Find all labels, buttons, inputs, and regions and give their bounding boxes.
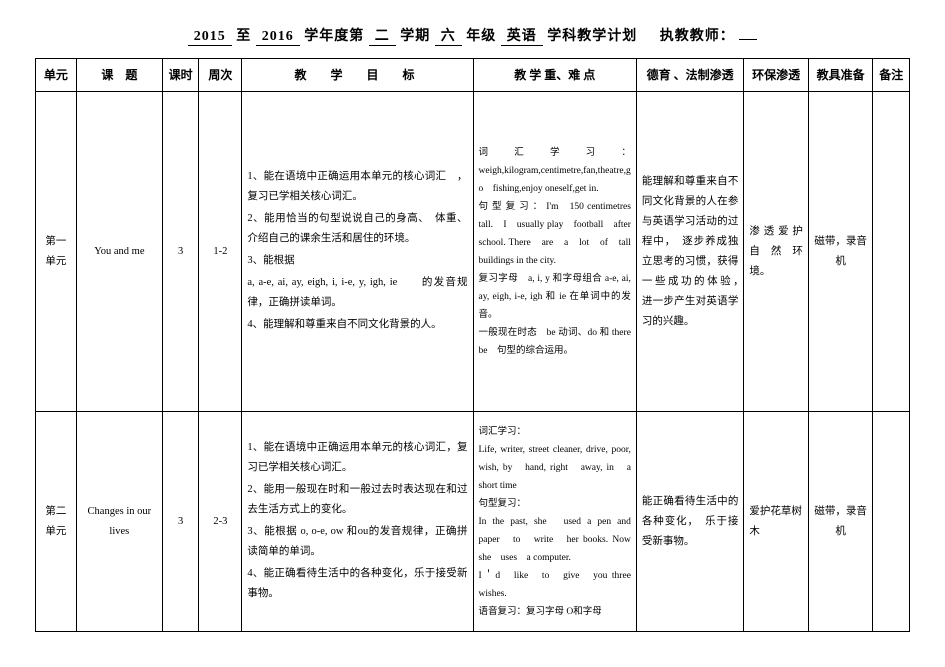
cell-note xyxy=(873,92,910,412)
lbl-plan-4: 学科教学计划 xyxy=(547,29,637,44)
cell-objectives: 1、能在语境中正确运用本单元的核心词汇，复习已学相关核心词汇。 2、能用一般现在… xyxy=(242,412,473,632)
cell-hours: 3 xyxy=(162,92,199,412)
obj-item: 3、能根据 xyxy=(247,251,467,271)
obj-item: 1、能在语境中正确运用本单元的核心词汇，复习已学相关核心词汇。 xyxy=(247,438,467,478)
cell-tools: 磁带，录音机 xyxy=(808,92,873,412)
cell-env: 渗 透 爱 护自 然 环境。 xyxy=(744,92,809,412)
cell-unit: 第一单元 xyxy=(36,92,77,412)
lbl-to: 至 xyxy=(236,29,251,44)
cell-moral: 能理解和尊重来自不同文化背景的人在参与英语学习活动的过程中， 逐步养成独立思考的… xyxy=(636,92,744,412)
obj-item: 1、能在语境中正确运用本单元的核心词汇 ，复习已学相关核心词汇。 xyxy=(247,167,467,207)
cell-tools: 磁带，录音机 xyxy=(808,412,873,632)
hdr-env: 环保渗透 xyxy=(744,59,809,92)
cell-env: 爱护花草树木 xyxy=(744,412,809,632)
cell-topic: Changes in our lives xyxy=(76,412,162,632)
cell-weeks: 2-3 xyxy=(199,412,242,632)
hdr-moral: 德育 、法制渗透 xyxy=(636,59,744,92)
teacher-name xyxy=(739,39,757,40)
hdr-weeks: 周次 xyxy=(199,59,242,92)
cell-hours: 3 xyxy=(162,412,199,632)
page-title: 2015 至 2016 学年度第 二 学期 六 年级 英语 学科教学计划 执教教… xyxy=(35,25,910,46)
lbl-plan-2: 学期 xyxy=(400,29,430,44)
grade: 六 xyxy=(435,25,462,46)
hdr-keys: 教 学 重、难 点 xyxy=(473,59,636,92)
year-from: 2015 xyxy=(188,29,232,46)
table-row: 第二单元 Changes in our lives 3 2-3 1、能在语境中正… xyxy=(36,412,910,632)
lbl-plan-3: 年级 xyxy=(466,29,496,44)
lbl-plan-1: 学年度第 xyxy=(304,29,364,44)
hdr-objectives: 教 学 目 标 xyxy=(242,59,473,92)
hdr-unit: 单元 xyxy=(36,59,77,92)
cell-topic: You and me xyxy=(76,92,162,412)
semester: 二 xyxy=(369,25,396,46)
cell-keys: 词汇学习：Life, writer, street cleaner, drive… xyxy=(473,412,636,632)
obj-item: a, a-e, ai, ay, eigh, i, i-e, y, igh, ie… xyxy=(247,273,467,313)
cell-moral: 能正确看待生活中的各种变化， 乐于接受新事物。 xyxy=(636,412,744,632)
hdr-tools: 教具准备 xyxy=(808,59,873,92)
cell-note xyxy=(873,412,910,632)
subject: 英语 xyxy=(501,25,543,46)
plan-table: 单元 课 题 课时 周次 教 学 目 标 教 学 重、难 点 德育 、法制渗透 … xyxy=(35,58,910,632)
obj-item: 2、能用一般现在时和一般过去时表达现在和过去生活方式上的变化。 xyxy=(247,480,467,520)
teacher-label: 执教教师： xyxy=(660,29,735,44)
table-row: 第一单元 You and me 3 1-2 1、能在语境中正确运用本单元的核心词… xyxy=(36,92,910,412)
hdr-topic: 课 题 xyxy=(76,59,162,92)
cell-keys: 词 汇 学 习 ： weigh,kilogram,centimetre,fan,… xyxy=(473,92,636,412)
obj-item: 3、能根据 o, o-e, ow 和ou的发音规律，正确拼读简单的单词。 xyxy=(247,522,467,562)
year-to: 2016 xyxy=(256,29,300,46)
cell-objectives: 1、能在语境中正确运用本单元的核心词汇 ，复习已学相关核心词汇。 2、能用恰当的… xyxy=(242,92,473,412)
header-row: 单元 课 题 课时 周次 教 学 目 标 教 学 重、难 点 德育 、法制渗透 … xyxy=(36,59,910,92)
obj-item: 4、能理解和尊重来自不同文化背景的人。 xyxy=(247,315,467,335)
cell-unit: 第二单元 xyxy=(36,412,77,632)
obj-item: 2、能用恰当的句型说说自己的身高、 体重、介绍自己的课余生活和居住的环境。 xyxy=(247,209,467,249)
hdr-hours: 课时 xyxy=(162,59,199,92)
hdr-note: 备注 xyxy=(873,59,910,92)
cell-weeks: 1-2 xyxy=(199,92,242,412)
obj-item: 4、能正确看待生活中的各种变化，乐于接受新事物。 xyxy=(247,564,467,604)
